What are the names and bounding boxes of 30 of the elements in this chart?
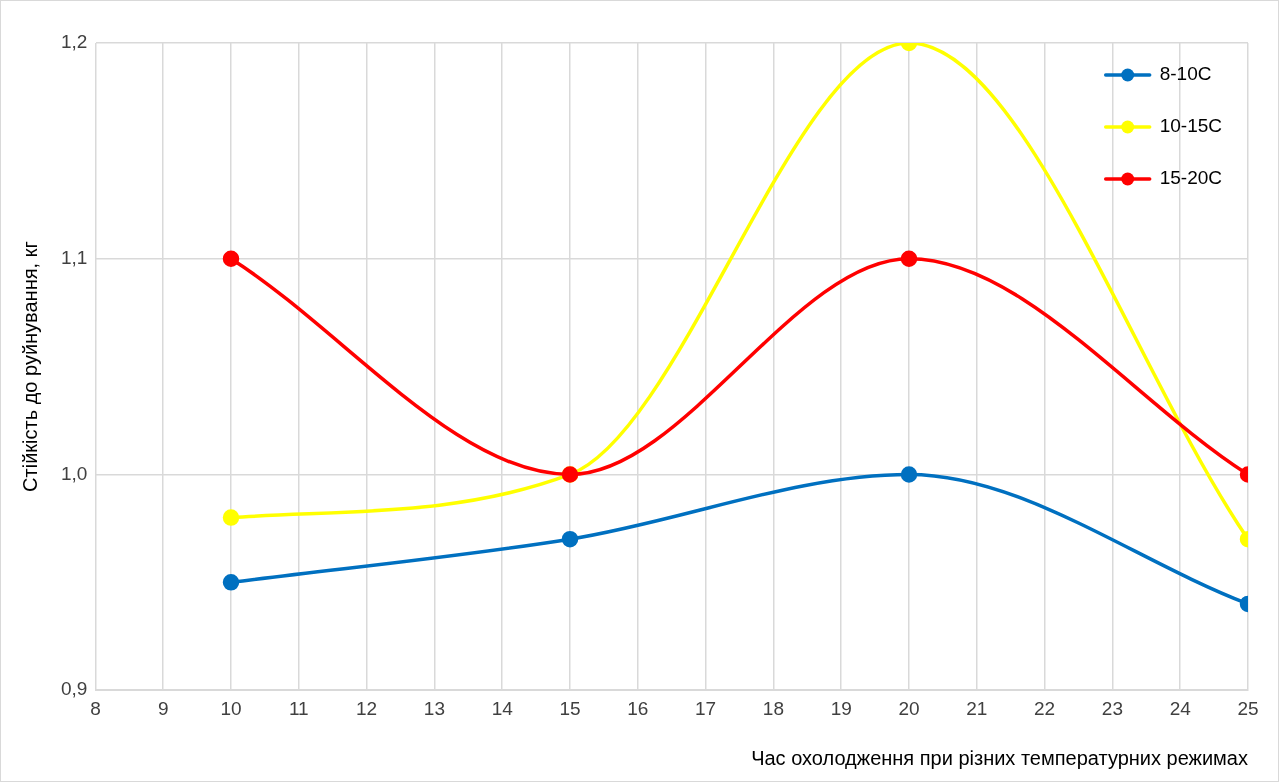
x-tick-label: 20	[898, 697, 920, 719]
x-tick-label: 12	[356, 697, 378, 719]
y-tick-label: 1,0	[60, 462, 88, 484]
x-tick-label: 19	[830, 697, 852, 719]
x-tick-label: 23	[1101, 697, 1123, 719]
y-axis-title: Стійкість до руйнування, кг	[18, 241, 41, 492]
point	[561, 530, 579, 548]
y-tick-label: 1,2	[60, 31, 88, 53]
x-tick-label: 9	[157, 697, 169, 719]
x-tick-label: 10	[220, 697, 242, 719]
legend-label: 15-20С	[1159, 167, 1223, 189]
x-tick-label: 21	[966, 697, 988, 719]
y-tick-label: 1,1	[60, 246, 88, 268]
x-tick-label: 24	[1169, 697, 1192, 719]
x-tick-label: 13	[423, 697, 445, 719]
x-axis-title: Час охолодження при різних температурних режимах	[751, 746, 1248, 769]
point	[222, 574, 240, 591]
x-tick-label: 8	[90, 697, 101, 719]
x-tick-label: 11	[288, 697, 309, 719]
x-tick-label: 18	[762, 697, 784, 719]
legend-label: 10-15С	[1159, 115, 1223, 137]
x-tick-label: 14	[491, 697, 514, 719]
x-tick-label: 15	[559, 697, 581, 719]
x-tick-label: 25	[1237, 697, 1259, 719]
y-tick-label: 0,9	[60, 678, 88, 700]
x-tick-label: 22	[1034, 697, 1056, 719]
point	[222, 250, 240, 267]
x-tick-label: 16	[627, 697, 649, 719]
x-tick-label: 17	[695, 697, 717, 719]
legend-label: 8-10С	[1159, 63, 1212, 85]
